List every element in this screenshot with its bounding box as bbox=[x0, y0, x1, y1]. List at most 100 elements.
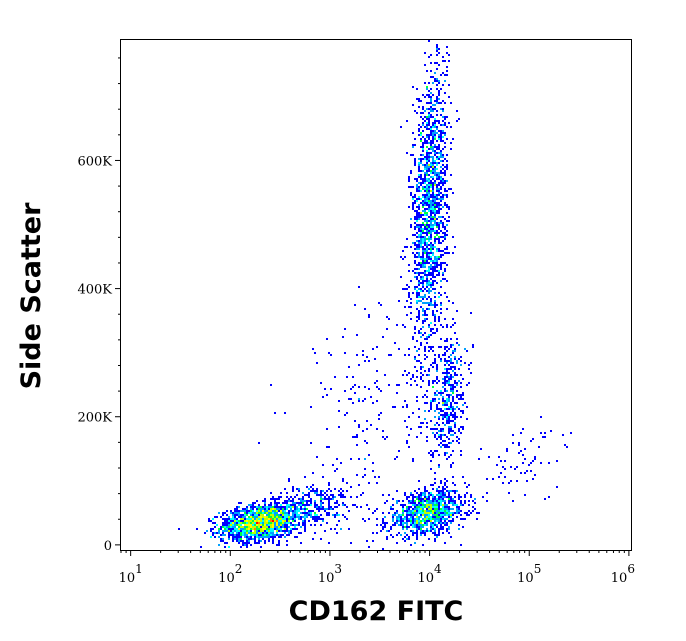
event-bin bbox=[266, 508, 268, 510]
event-bin bbox=[502, 466, 504, 468]
event-bin bbox=[432, 206, 434, 208]
event-bin bbox=[422, 322, 424, 324]
event-bin bbox=[224, 522, 226, 524]
event-bin bbox=[438, 176, 440, 178]
event-bin bbox=[348, 366, 350, 368]
event-bin bbox=[262, 522, 264, 524]
event-bin bbox=[432, 126, 434, 128]
event-bin bbox=[424, 510, 426, 512]
event-bin bbox=[426, 150, 428, 152]
event-bin bbox=[450, 404, 452, 406]
event-bin bbox=[464, 518, 466, 520]
event-bin bbox=[442, 116, 444, 118]
event-bin bbox=[422, 144, 424, 146]
event-bin bbox=[442, 404, 444, 406]
event-bin bbox=[440, 514, 442, 516]
event-bin bbox=[236, 518, 238, 520]
event-bin bbox=[464, 500, 466, 502]
event-bin bbox=[450, 454, 452, 456]
event-bin bbox=[408, 180, 410, 182]
event-bin bbox=[442, 382, 444, 384]
event-bin bbox=[426, 162, 428, 164]
event-bin bbox=[454, 348, 456, 350]
event-bin bbox=[408, 286, 410, 288]
event-bin bbox=[426, 226, 428, 228]
event-bin bbox=[270, 522, 272, 524]
event-bin bbox=[426, 498, 428, 500]
event-bin bbox=[432, 288, 434, 290]
event-bin bbox=[434, 100, 436, 102]
event-bin bbox=[232, 514, 234, 516]
event-bin bbox=[424, 524, 426, 526]
event-bin bbox=[424, 158, 426, 160]
event-bin bbox=[272, 526, 274, 528]
event-bin bbox=[430, 156, 432, 158]
event-bin bbox=[436, 78, 438, 80]
event-bin bbox=[420, 526, 422, 528]
event-bin bbox=[296, 516, 298, 518]
event-bin bbox=[426, 126, 428, 128]
event-bin bbox=[270, 520, 272, 522]
event-bin bbox=[444, 248, 446, 250]
event-bin bbox=[234, 524, 236, 526]
event-bin bbox=[444, 278, 446, 280]
event-bin bbox=[530, 470, 532, 472]
event-bin bbox=[434, 138, 436, 140]
event-bin bbox=[424, 226, 426, 228]
event-bin bbox=[284, 512, 286, 514]
event-bin bbox=[310, 510, 312, 512]
event-bin bbox=[440, 408, 442, 410]
event-bin bbox=[456, 406, 458, 408]
event-bin bbox=[410, 428, 412, 430]
event-bin bbox=[268, 540, 270, 542]
event-bin bbox=[264, 528, 266, 530]
x-tick-base: 10 bbox=[318, 571, 335, 586]
event-bin bbox=[412, 86, 414, 88]
event-bin bbox=[442, 496, 444, 498]
event-bin bbox=[298, 532, 300, 534]
event-bin bbox=[414, 346, 416, 348]
event-bin bbox=[428, 240, 430, 242]
event-bin bbox=[436, 408, 438, 410]
event-bin bbox=[442, 506, 444, 508]
event-bin bbox=[446, 220, 448, 222]
event-bin bbox=[288, 510, 290, 512]
event-bin bbox=[444, 180, 446, 182]
event-bin bbox=[382, 522, 384, 524]
event-bin bbox=[274, 510, 276, 512]
event-bin bbox=[288, 534, 290, 536]
event-bin bbox=[424, 350, 426, 352]
event-bin bbox=[428, 268, 430, 270]
event-bin bbox=[524, 472, 526, 474]
event-bin bbox=[414, 210, 416, 212]
event-bin bbox=[512, 500, 514, 502]
event-bin bbox=[258, 524, 260, 526]
event-bin bbox=[326, 446, 328, 448]
event-bin bbox=[524, 448, 526, 450]
event-bin bbox=[420, 154, 422, 156]
event-bin bbox=[252, 502, 254, 504]
event-bin bbox=[426, 142, 428, 144]
event-bin bbox=[296, 506, 298, 508]
event-bin bbox=[362, 492, 364, 494]
event-bin bbox=[292, 524, 294, 526]
event-bin bbox=[440, 156, 442, 158]
event-bin bbox=[244, 524, 246, 526]
event-bin bbox=[430, 508, 432, 510]
event-bin bbox=[382, 526, 384, 528]
event-bin bbox=[442, 326, 444, 328]
event-bin bbox=[506, 450, 508, 452]
event-bin bbox=[426, 402, 428, 404]
event-bin bbox=[262, 516, 264, 518]
event-bin bbox=[458, 494, 460, 496]
event-bin bbox=[288, 498, 290, 500]
event-bin bbox=[420, 282, 422, 284]
event-bin bbox=[338, 514, 340, 516]
event-bin bbox=[422, 308, 424, 310]
event-bin bbox=[438, 494, 440, 496]
event-bin bbox=[426, 440, 428, 442]
event-bin bbox=[260, 514, 262, 516]
event-bin bbox=[236, 540, 238, 542]
event-bin bbox=[298, 504, 300, 506]
